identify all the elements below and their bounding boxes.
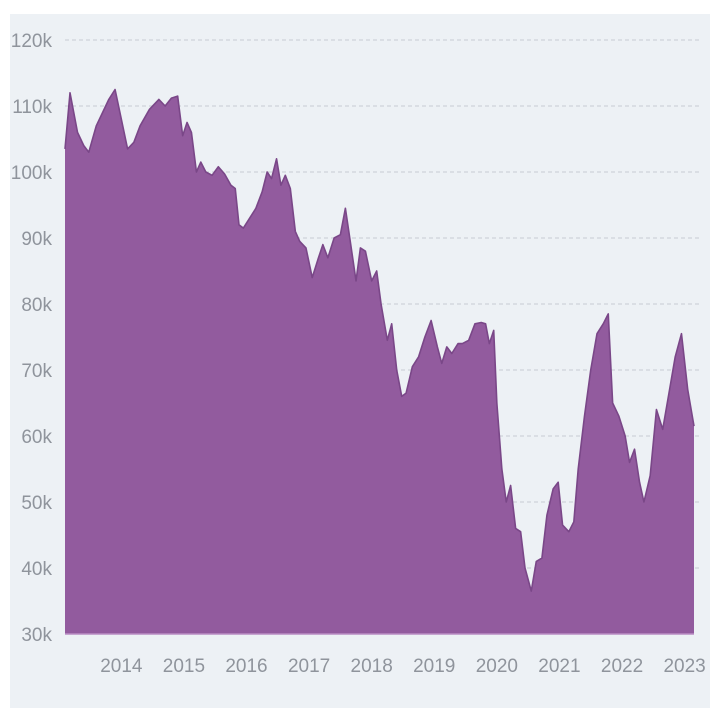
- x-tick-label: 2023: [663, 656, 705, 677]
- x-axis: 2014 2015 2016 2017 2018 2019 2020 2021 2022 2023: [100, 656, 706, 677]
- y-tick-label: 80k: [21, 295, 52, 316]
- x-tick-label: 2016: [225, 656, 267, 677]
- x-tick-label: 2015: [163, 656, 205, 677]
- x-tick-label: 2018: [351, 656, 393, 677]
- y-tick-label: 60k: [21, 427, 52, 448]
- x-tick-label: 2020: [476, 656, 518, 677]
- y-tick-label: 40k: [21, 559, 52, 580]
- x-tick-label: 2014: [100, 656, 143, 677]
- series-area-0: [65, 89, 694, 634]
- series-layer: [64, 88, 695, 635]
- x-tick-label: 2019: [413, 656, 455, 677]
- y-tick-label: 100k: [11, 163, 53, 184]
- x-tick-label: 2022: [601, 656, 643, 677]
- y-axis: 30k 40k 50k 60k 70k 80k 90k 100k 110k 120k: [11, 31, 53, 646]
- y-tick-label: 110k: [12, 97, 52, 118]
- y-tick-label: 90k: [21, 229, 52, 250]
- y-tick-label: 120k: [11, 31, 53, 52]
- y-tick-label: 30k: [21, 625, 52, 646]
- area-chart: 30k 40k 50k 60k 70k 80k 90k 100k 110k 120k 2014 20…: [10, 14, 710, 708]
- y-tick-label: 50k: [21, 493, 52, 514]
- y-tick-label: 70k: [21, 361, 52, 382]
- x-tick-label: 2021: [538, 656, 580, 677]
- x-tick-label: 2017: [288, 656, 330, 677]
- series-line-0: [64, 88, 695, 592]
